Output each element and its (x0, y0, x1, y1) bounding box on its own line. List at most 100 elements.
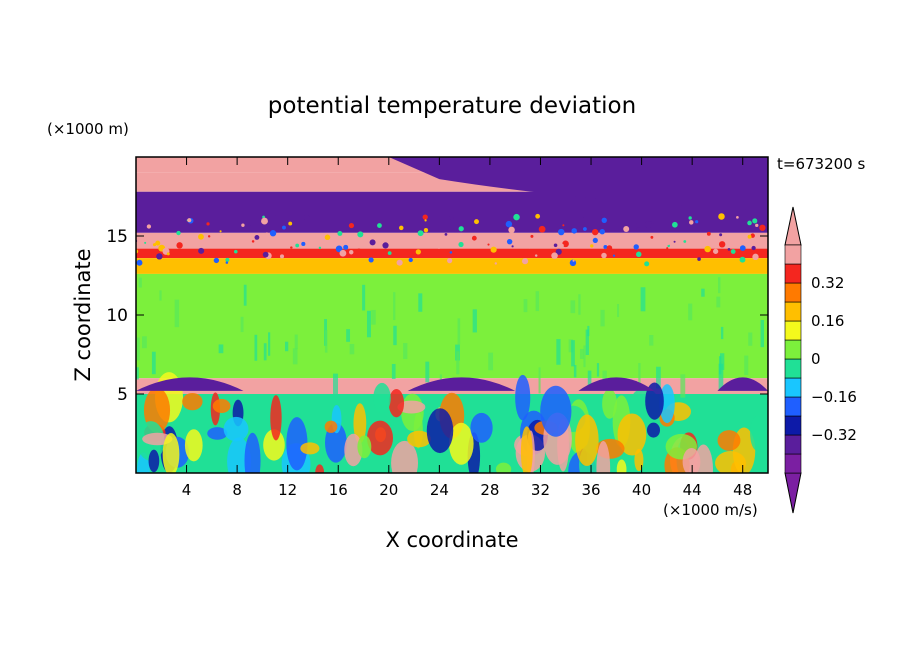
heatmap-upper-band (388, 157, 768, 211)
heatmap-speck (727, 247, 731, 251)
heatmap-speck (672, 221, 678, 228)
heatmap-speck (521, 258, 529, 265)
heatmap-speck (387, 251, 392, 255)
heatmap-speck (583, 227, 587, 231)
heatmap-speck (633, 244, 639, 250)
colorbar-swatch (784, 396, 802, 417)
colorbar-swatch (784, 358, 802, 379)
heatmap-band (136, 258, 768, 274)
heatmap-speck (535, 243, 538, 247)
heatmap-speck (198, 247, 205, 254)
heatmap-blob (182, 392, 203, 411)
heatmap-blob (448, 422, 474, 465)
heatmap-speck (140, 224, 143, 228)
heatmap-speck (650, 235, 654, 239)
heatmap-dome (717, 377, 768, 391)
heatmap-streak (523, 299, 528, 313)
heatmap-speck (454, 229, 457, 233)
heatmap-speck (295, 243, 300, 248)
colorbar-tick-label: 0.32 (811, 274, 844, 292)
heatmap-speck (339, 249, 347, 257)
heatmap-blob (407, 430, 431, 448)
heatmap-streak (294, 334, 298, 350)
heatmap-blob (616, 459, 627, 473)
heatmap-streak (716, 296, 721, 308)
heatmap-streak (570, 300, 576, 314)
colorbar-swatch (784, 263, 802, 284)
heatmap-speck (752, 253, 759, 261)
heatmap-blob (286, 417, 308, 471)
heatmap-streak (579, 348, 584, 359)
heatmap-speck (535, 213, 541, 219)
heatmap-speck (458, 241, 464, 248)
heatmap-streak (218, 344, 224, 354)
heatmap-blob (540, 385, 572, 437)
heatmap-blob (646, 422, 661, 438)
heatmap-streak (371, 309, 376, 325)
heatmap-dome (136, 377, 244, 391)
x-tick-label: 20 (379, 481, 398, 499)
heatmap-speck (279, 237, 286, 244)
heatmap-speck (156, 253, 163, 260)
heatmap-speck (601, 217, 607, 223)
heatmap-speck (423, 228, 429, 233)
x-tick-label: 48 (733, 481, 752, 499)
heatmap-speck (399, 225, 404, 231)
heatmap-blob (270, 395, 282, 441)
heatmap-blob (373, 382, 391, 414)
heatmap-blob (184, 429, 203, 462)
heatmap-features (136, 157, 768, 473)
heatmap-blob (602, 388, 618, 419)
heatmap-speck (348, 222, 355, 229)
heatmap-streak (571, 340, 575, 367)
heatmap-speck (356, 248, 362, 253)
heatmap-streak (760, 319, 765, 348)
heatmap-speck (248, 224, 251, 228)
plot-area (136, 157, 768, 473)
y-axis-label: Z coordinate (71, 248, 95, 381)
heatmap-speck (415, 249, 421, 255)
heatmap-speck (538, 225, 546, 233)
heatmap-speck (424, 219, 427, 222)
heatmap-streak (254, 334, 258, 361)
heatmap-blob (324, 420, 338, 433)
heatmap-streak (393, 292, 396, 321)
heatmap-dome (407, 377, 516, 391)
heatmap-speck (751, 245, 756, 251)
heatmap-speck (225, 257, 230, 262)
heatmap-speck (562, 240, 569, 248)
heatmap-streak (263, 343, 267, 361)
heatmap-streak (403, 343, 408, 360)
heatmap-speck (506, 238, 513, 245)
heatmap-streak (243, 284, 247, 306)
x-axis-label: X coordinate (385, 528, 518, 552)
colorbar-swatch (784, 282, 802, 303)
colorbar-tick-label: 0 (811, 350, 821, 368)
colorbar-swatch (784, 377, 802, 398)
heatmap-speck (219, 230, 222, 233)
heatmap-speck (206, 222, 210, 226)
colorbar-tick-label: 0.16 (811, 312, 844, 330)
heatmap-speck (747, 220, 752, 226)
heatmap-speck (719, 233, 723, 237)
heatmap-speck (718, 241, 726, 248)
heatmap-speck (268, 261, 271, 264)
heatmap-speck (241, 223, 245, 227)
heatmap-streak (346, 329, 351, 342)
y-unit-label: (×1000 m) (47, 120, 129, 138)
heatmap-blob (596, 441, 611, 473)
heatmap-speck (187, 218, 192, 223)
heatmap-blob (397, 400, 426, 414)
heatmap-blob (717, 430, 741, 451)
heatmap-speck (555, 248, 562, 255)
heatmap-blob (388, 389, 405, 418)
heatmap-speck (449, 215, 454, 220)
heatmap-streak (656, 366, 661, 389)
heatmap-streak (333, 373, 338, 395)
y-tick-label: 15 (106, 227, 128, 247)
heatmap-speck (739, 245, 746, 251)
heatmap-blob (207, 427, 228, 440)
heatmap-speck (736, 216, 739, 219)
heatmap-blob (520, 426, 533, 473)
heatmap-blob (659, 384, 675, 424)
